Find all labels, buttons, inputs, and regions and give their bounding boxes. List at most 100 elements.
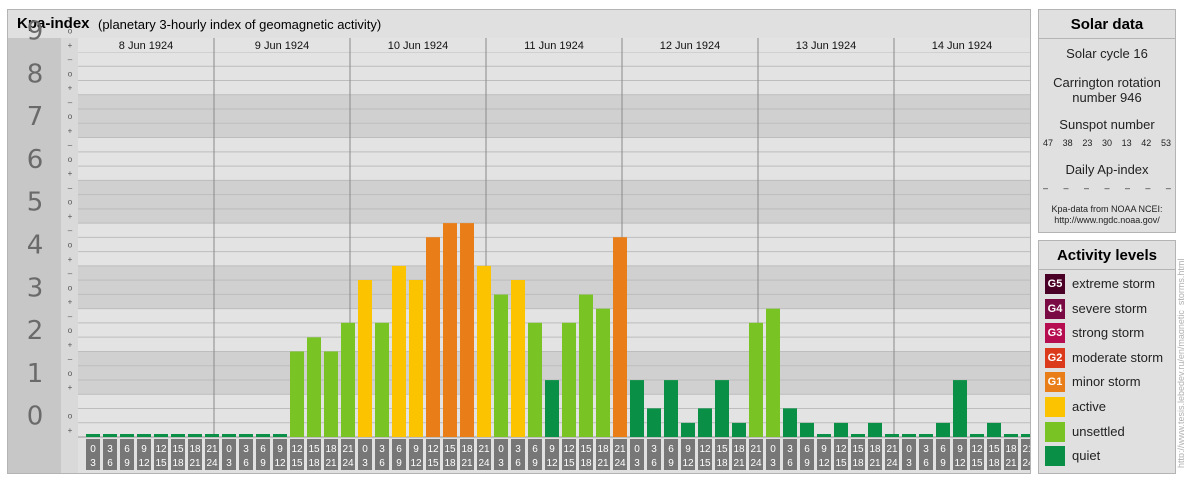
hour-end-label: 9 bbox=[260, 458, 266, 469]
hour-start-label: 15 bbox=[580, 444, 592, 455]
hour-cell bbox=[953, 439, 967, 470]
thirds-tick-label: – bbox=[68, 183, 73, 192]
hour-cell bbox=[834, 439, 848, 470]
hour-end-label: 24 bbox=[750, 458, 762, 469]
hour-end-label: 6 bbox=[107, 458, 113, 469]
day-label: 14 Jun 1924 bbox=[932, 40, 993, 52]
ap-value: – bbox=[1043, 183, 1049, 193]
thirds-tick-label: + bbox=[68, 126, 73, 135]
ap-value: – bbox=[1104, 183, 1110, 193]
hour-end-label: 15 bbox=[427, 458, 439, 469]
chart-subtitle: (planetary 3-hourly index of geomagnetic… bbox=[98, 17, 382, 32]
thirds-tick-label: o bbox=[68, 155, 73, 164]
kp-bar bbox=[511, 280, 525, 437]
thirds-tick-label: – bbox=[68, 355, 73, 364]
legend-item: G4 severe storm bbox=[1045, 298, 1173, 319]
thirds-tick-label: o bbox=[68, 326, 73, 335]
hour-end-label: 3 bbox=[90, 458, 96, 469]
hour-end-label: 15 bbox=[699, 458, 711, 469]
kp-bar bbox=[919, 434, 933, 437]
hour-start-label: 0 bbox=[362, 444, 368, 455]
hour-start-label: 9 bbox=[277, 444, 283, 455]
kp-bar bbox=[120, 434, 134, 437]
hour-cell bbox=[273, 439, 287, 470]
hour-cell bbox=[494, 439, 508, 470]
hour-cell bbox=[800, 439, 814, 470]
hour-cell bbox=[732, 439, 746, 470]
thirds-tick-label: – bbox=[68, 98, 73, 107]
day-label: 11 Jun 1924 bbox=[524, 40, 584, 52]
hour-start-label: 0 bbox=[770, 444, 776, 455]
hour-cell bbox=[681, 439, 695, 470]
hour-start-label: 12 bbox=[291, 444, 303, 455]
thirds-tick-label: o bbox=[68, 198, 73, 207]
hour-end-label: 24 bbox=[1022, 458, 1030, 469]
kp-bar bbox=[341, 322, 355, 437]
hour-start-label: 15 bbox=[716, 444, 728, 455]
hour-start-label: 12 bbox=[971, 444, 983, 455]
carrington-rotation-line1: Carrington rotation bbox=[1053, 75, 1161, 90]
hour-cell bbox=[375, 439, 389, 470]
kpa-chart-panel: Kpa-index (planetary 3-hourly index of g… bbox=[7, 9, 1031, 474]
sunspot-values: 47 38 23 30 13 42 53 bbox=[1043, 138, 1171, 148]
hour-cell bbox=[664, 439, 678, 470]
hour-end-label: 24 bbox=[614, 458, 626, 469]
hour-cell bbox=[256, 439, 270, 470]
kp-bar bbox=[273, 434, 287, 437]
hour-start-label: 21 bbox=[1022, 444, 1030, 455]
hour-end-label: 24 bbox=[206, 458, 218, 469]
thirds-tick-label: o bbox=[68, 112, 73, 121]
kp-bar bbox=[834, 422, 848, 437]
sunspot-value: 47 bbox=[1043, 138, 1054, 148]
kp-bar bbox=[766, 308, 780, 437]
legend-label: strong storm bbox=[1072, 325, 1145, 341]
hour-end-label: 24 bbox=[342, 458, 354, 469]
ap-index-label: Daily Ap-index bbox=[1065, 162, 1149, 177]
hour-end-label: 3 bbox=[770, 458, 776, 469]
hour-start-label: 18 bbox=[733, 444, 745, 455]
hour-end-label: 18 bbox=[308, 458, 320, 469]
hour-cell bbox=[120, 439, 134, 470]
solar-data-panel: Solar data Solar cycle 16 Carrington rot… bbox=[1038, 9, 1176, 233]
kpa-chart: 0123456789+o+o–+o–+o–+o–+o–+o–+o–+o–+o–8… bbox=[8, 12, 1030, 473]
level-band bbox=[78, 308, 1030, 352]
sunspot-value: 13 bbox=[1121, 138, 1132, 148]
y-tick-label: 2 bbox=[27, 316, 44, 346]
level-band bbox=[78, 52, 1030, 95]
kp-bar bbox=[902, 434, 916, 437]
kp-bar bbox=[154, 434, 168, 437]
legend-label: minor storm bbox=[1072, 374, 1141, 390]
hour-cell bbox=[290, 439, 304, 470]
hour-start-label: 12 bbox=[699, 444, 711, 455]
hour-cell bbox=[1021, 439, 1030, 470]
hour-cell bbox=[987, 439, 1001, 470]
thirds-tick-label: o bbox=[68, 412, 73, 421]
hour-start-label: 3 bbox=[515, 444, 521, 455]
kp-bar bbox=[987, 422, 1001, 437]
thirds-tick-label: – bbox=[68, 12, 73, 21]
hour-cell bbox=[222, 439, 236, 470]
hour-start-label: 9 bbox=[141, 444, 147, 455]
legend-item: G5 extreme storm bbox=[1045, 274, 1173, 294]
kp-bar bbox=[545, 380, 559, 437]
activity-levels-panel: Activity levels G5 extreme storm G4 severe … bbox=[1038, 240, 1176, 474]
level-band bbox=[78, 180, 1030, 224]
y-axis-band bbox=[8, 38, 61, 473]
kp-bar bbox=[307, 337, 321, 437]
legend-item: G2 moderate storm bbox=[1045, 347, 1173, 368]
hour-end-label: 21 bbox=[461, 458, 473, 469]
hour-cell bbox=[868, 439, 882, 470]
hour-cell bbox=[766, 439, 780, 470]
hour-end-label: 3 bbox=[226, 458, 232, 469]
kp-bar bbox=[324, 351, 338, 437]
hour-end-label: 9 bbox=[804, 458, 810, 469]
kp-bar bbox=[970, 434, 984, 437]
hour-start-label: 12 bbox=[835, 444, 847, 455]
kp-bar bbox=[375, 322, 389, 437]
day-label: 9 Jun 1924 bbox=[255, 40, 309, 52]
kp-bar bbox=[1004, 434, 1018, 437]
kp-bar bbox=[477, 265, 491, 437]
hour-start-label: 0 bbox=[90, 444, 96, 455]
kp-bar bbox=[562, 322, 576, 437]
hour-cell bbox=[324, 439, 338, 470]
